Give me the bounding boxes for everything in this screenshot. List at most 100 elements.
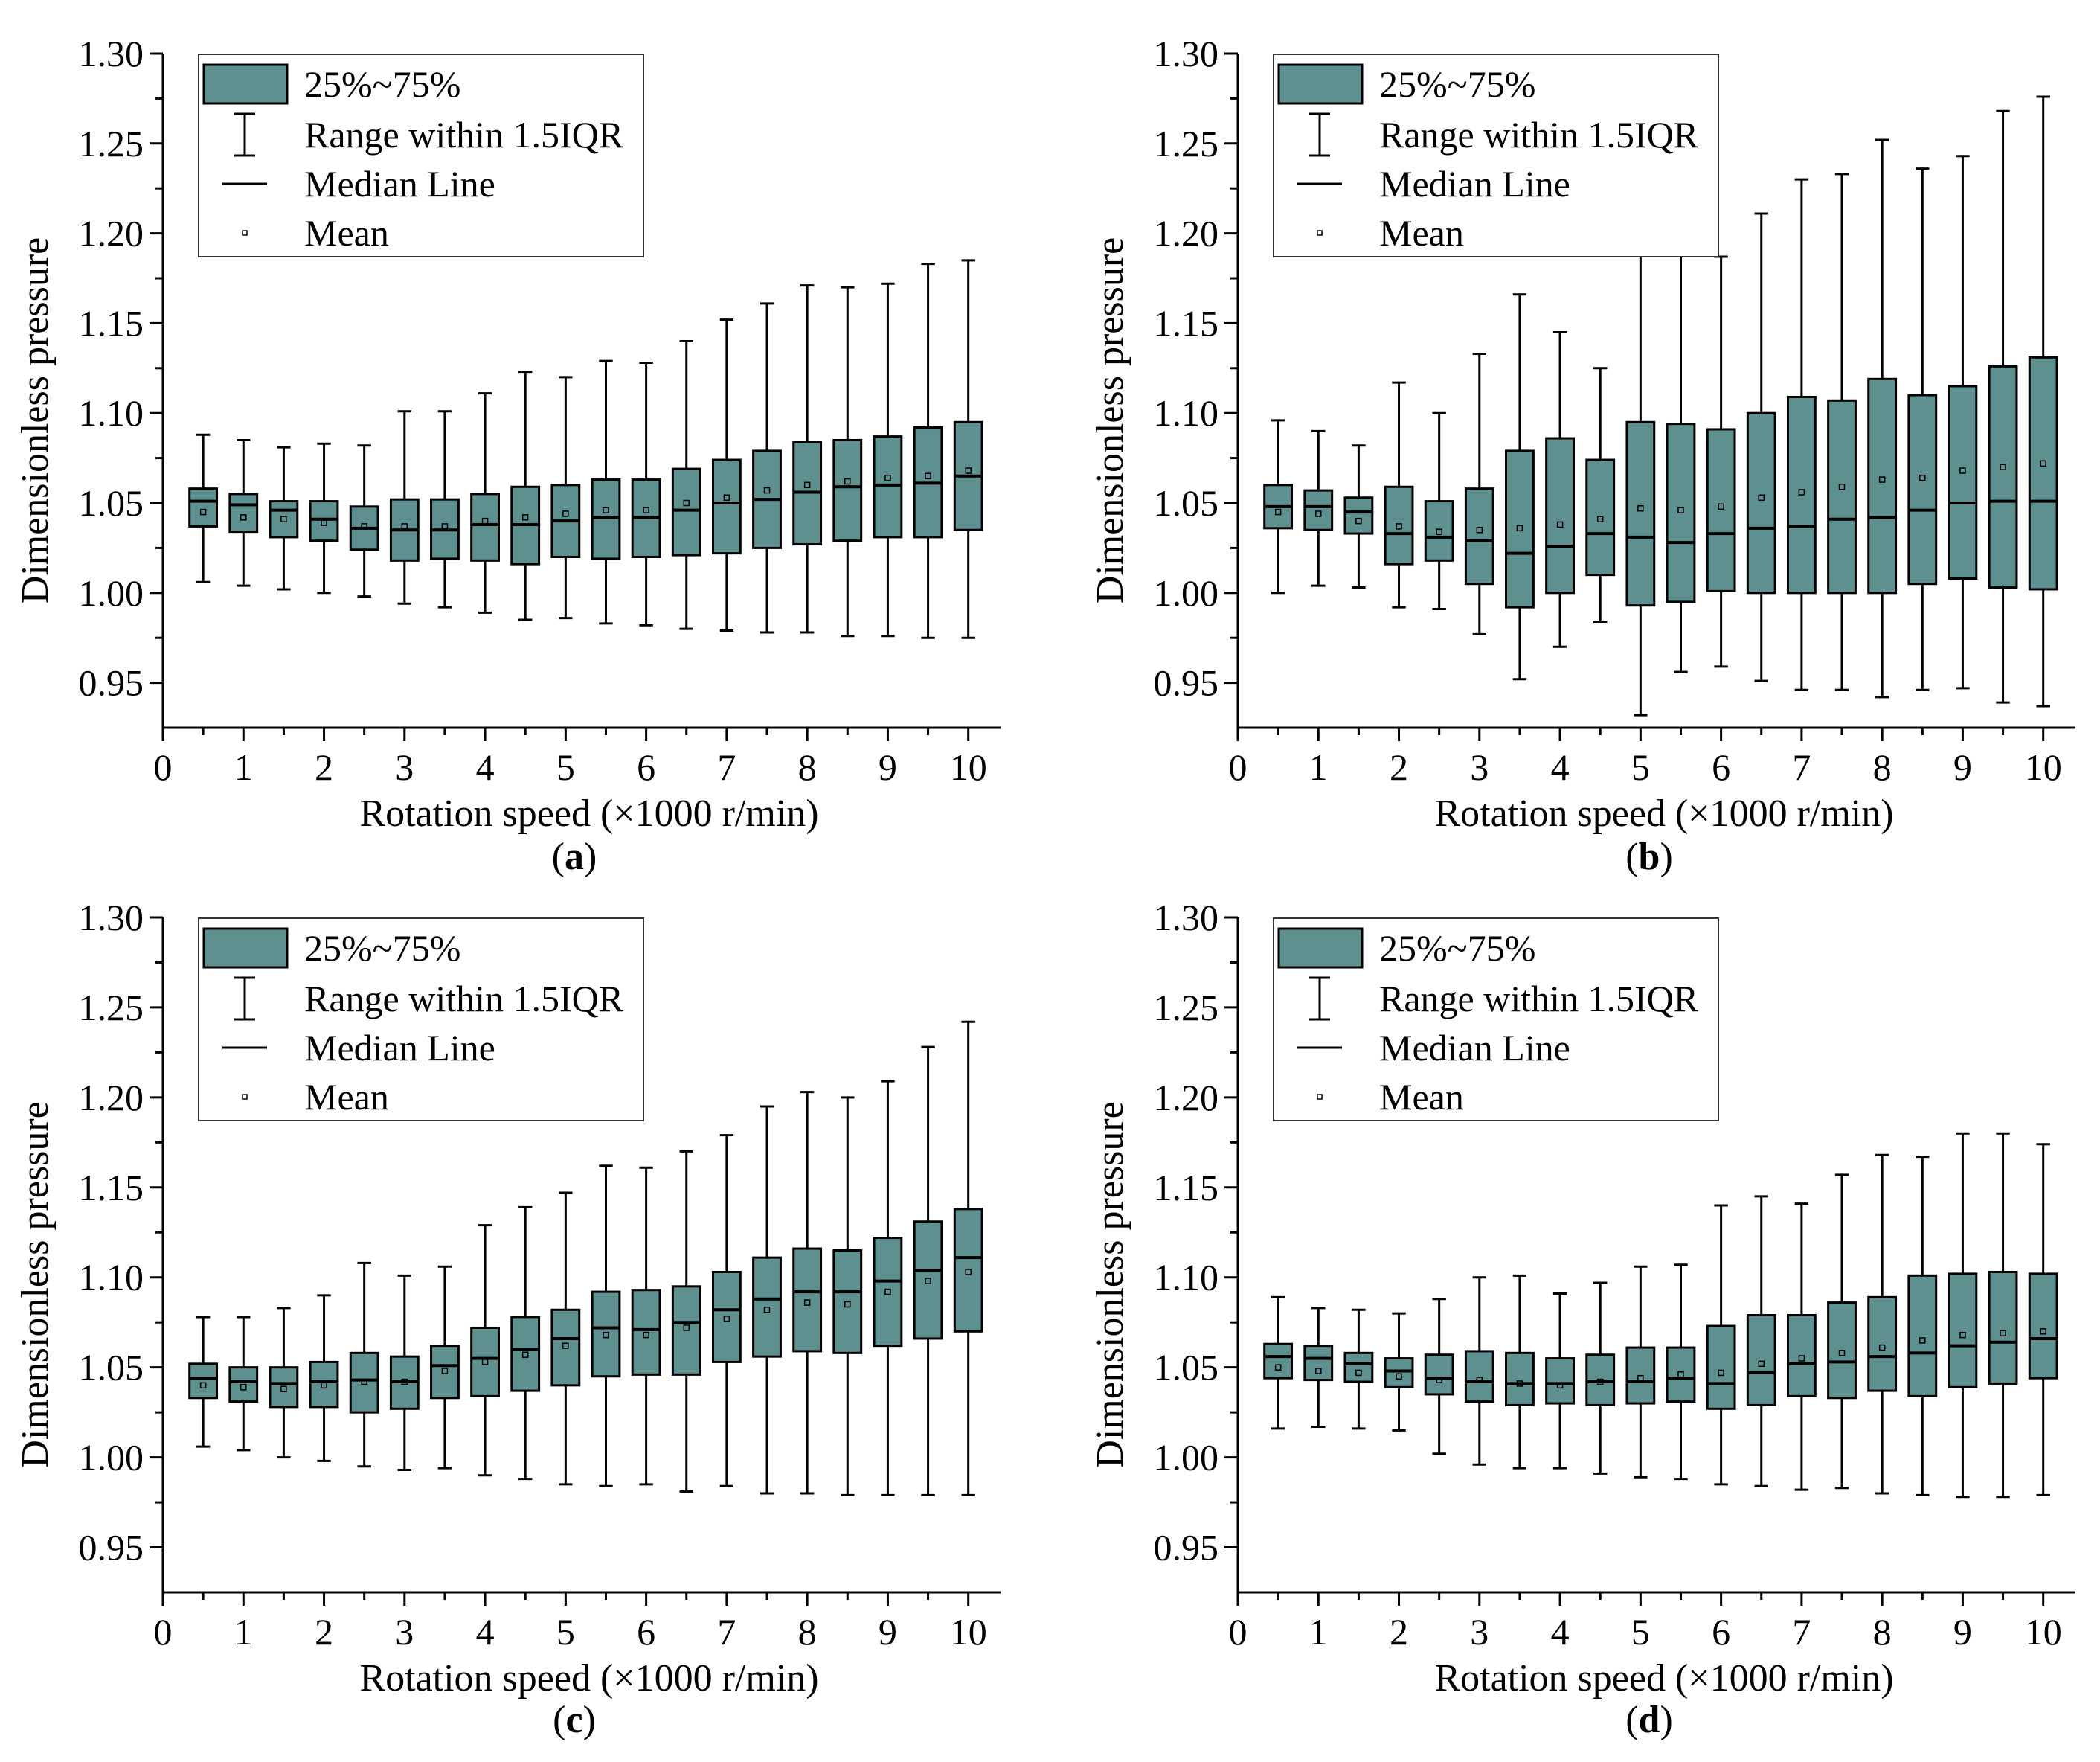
box-plot: [591, 1164, 621, 1487]
box-plot: [510, 1205, 541, 1481]
iqr-box: [711, 1270, 742, 1363]
box-plot: [792, 284, 823, 634]
y-tick-label: 1.25: [79, 123, 144, 164]
iqr-box: [671, 467, 701, 557]
mean-marker: [562, 510, 569, 517]
x-tick-label: 10: [2025, 746, 2062, 788]
mean-marker: [199, 1382, 207, 1389]
caption-letter: b: [1639, 836, 1660, 878]
box-plot: [1666, 232, 1696, 673]
legend-label: 25%~75%: [304, 927, 460, 969]
x-tick-label: 7: [717, 1611, 736, 1653]
x-tick-label: 9: [879, 1611, 897, 1653]
box-plot: [1343, 1308, 1374, 1430]
x-tick-label: 0: [1229, 746, 1248, 788]
legend-label: Range within 1.5IQR: [304, 978, 624, 1019]
y-tick-label: 1.20: [1154, 1077, 1219, 1118]
x-tick-label: 4: [1551, 746, 1570, 788]
iqr-box: [269, 500, 299, 539]
iqr-box: [2028, 1272, 2058, 1380]
mean-marker: [1274, 1364, 1282, 1371]
iqr-box: [510, 1316, 541, 1392]
y-tick-label: 1.10: [1154, 392, 1219, 434]
iqr-box: [1867, 377, 1898, 595]
legend-label: Range within 1.5IQR: [1379, 114, 1699, 156]
legend-box-symbol: [202, 927, 289, 969]
iqr-box: [430, 1345, 460, 1400]
box-plot: [1263, 419, 1294, 595]
iqr-box: [470, 493, 500, 562]
iqr-box: [832, 438, 863, 542]
box-plot: [631, 362, 661, 627]
mean-marker: [240, 514, 247, 521]
box-plot: [1988, 1132, 2018, 1499]
mean-marker: [884, 474, 891, 481]
y-tick-label: 1.20: [79, 213, 144, 254]
legend: 25%~75% Range within 1.5IQR Median Line Mea…: [1273, 917, 1719, 1121]
caption-letter: c: [565, 1699, 582, 1741]
mean-marker: [643, 1331, 649, 1339]
y-tick-label: 1.20: [79, 1077, 144, 1118]
y-tick-label: 1.25: [1154, 123, 1219, 164]
iqr-box: [1424, 1353, 1454, 1396]
mean-marker: [1838, 1350, 1846, 1356]
iqr-box: [1625, 420, 1656, 607]
box-plot: [873, 1080, 903, 1496]
iqr-box: [591, 1290, 621, 1378]
x-tick-label: 5: [1631, 746, 1650, 788]
y-tick-label: 1.05: [1154, 1347, 1219, 1388]
mean-marker: [965, 467, 972, 474]
y-tick-label: 1.00: [1154, 572, 1219, 614]
iqr-box: [1263, 1342, 1294, 1380]
box-plot: [269, 446, 299, 591]
legend-label: Median Line: [1379, 163, 1570, 205]
x-tick-label: 10: [2025, 1611, 2062, 1653]
iqr-box: [228, 493, 259, 534]
mean-marker: [401, 523, 408, 530]
x-tick-label: 6: [637, 746, 655, 788]
legend: 25%~75% Range within 1.5IQR Median Line Mea…: [1273, 54, 1719, 257]
box-plot: [1263, 1295, 1294, 1430]
x-tick-label: 3: [395, 746, 414, 788]
mean-marker: [1596, 516, 1604, 522]
mean-marker: [1838, 484, 1846, 490]
box-plot: [1545, 1292, 1575, 1470]
panel-a: 0.95 1.00 1.05 1.10 1.15 1.20 1.25 1.30 0 1 2 3 4 5 6 7…: [14, 33, 1001, 878]
y-tick-label: 1.25: [79, 987, 144, 1028]
box-plot: [832, 286, 863, 638]
legend-label: 25%~75%: [1379, 63, 1535, 105]
mean-marker: [1476, 1377, 1483, 1383]
x-tick-label: 9: [879, 746, 897, 788]
y-tick-label: 0.95: [1154, 662, 1219, 704]
mean-marker: [1718, 1369, 1724, 1377]
iqr-box: [711, 458, 742, 555]
legend-mean-symbol: [242, 1094, 248, 1100]
mean-marker: [401, 1378, 408, 1385]
panel-caption: (d): [1625, 1699, 1673, 1741]
box-plot: [349, 444, 379, 598]
mean-marker: [1396, 523, 1402, 530]
y-tick-label: 1.20: [1154, 213, 1219, 254]
iqr-box: [1746, 411, 1776, 595]
iqr-box: [1464, 487, 1494, 586]
mean-marker: [803, 1299, 811, 1306]
box-plot: [711, 1134, 742, 1487]
mean-marker: [321, 519, 327, 526]
caption-letter: a: [565, 836, 584, 878]
y-tick-label: 1.30: [79, 897, 144, 938]
legend-label: Range within 1.5IQR: [1379, 978, 1699, 1019]
iqr-box: [470, 1326, 500, 1397]
legend-box-symbol: [1277, 63, 1364, 105]
mean-marker: [280, 516, 287, 522]
box-plot: [1585, 1281, 1616, 1475]
box-plot: [873, 282, 903, 638]
mean-marker: [925, 472, 931, 480]
mean-marker: [1758, 1360, 1765, 1368]
box-plot: [1424, 411, 1454, 611]
box-plot: [2028, 95, 2058, 708]
legend-label: 25%~75%: [1379, 927, 1535, 969]
box-plot: [1384, 381, 1414, 609]
box-plot: [1384, 1312, 1414, 1432]
iqr-box: [188, 487, 219, 528]
box-plot: [1988, 109, 2018, 704]
